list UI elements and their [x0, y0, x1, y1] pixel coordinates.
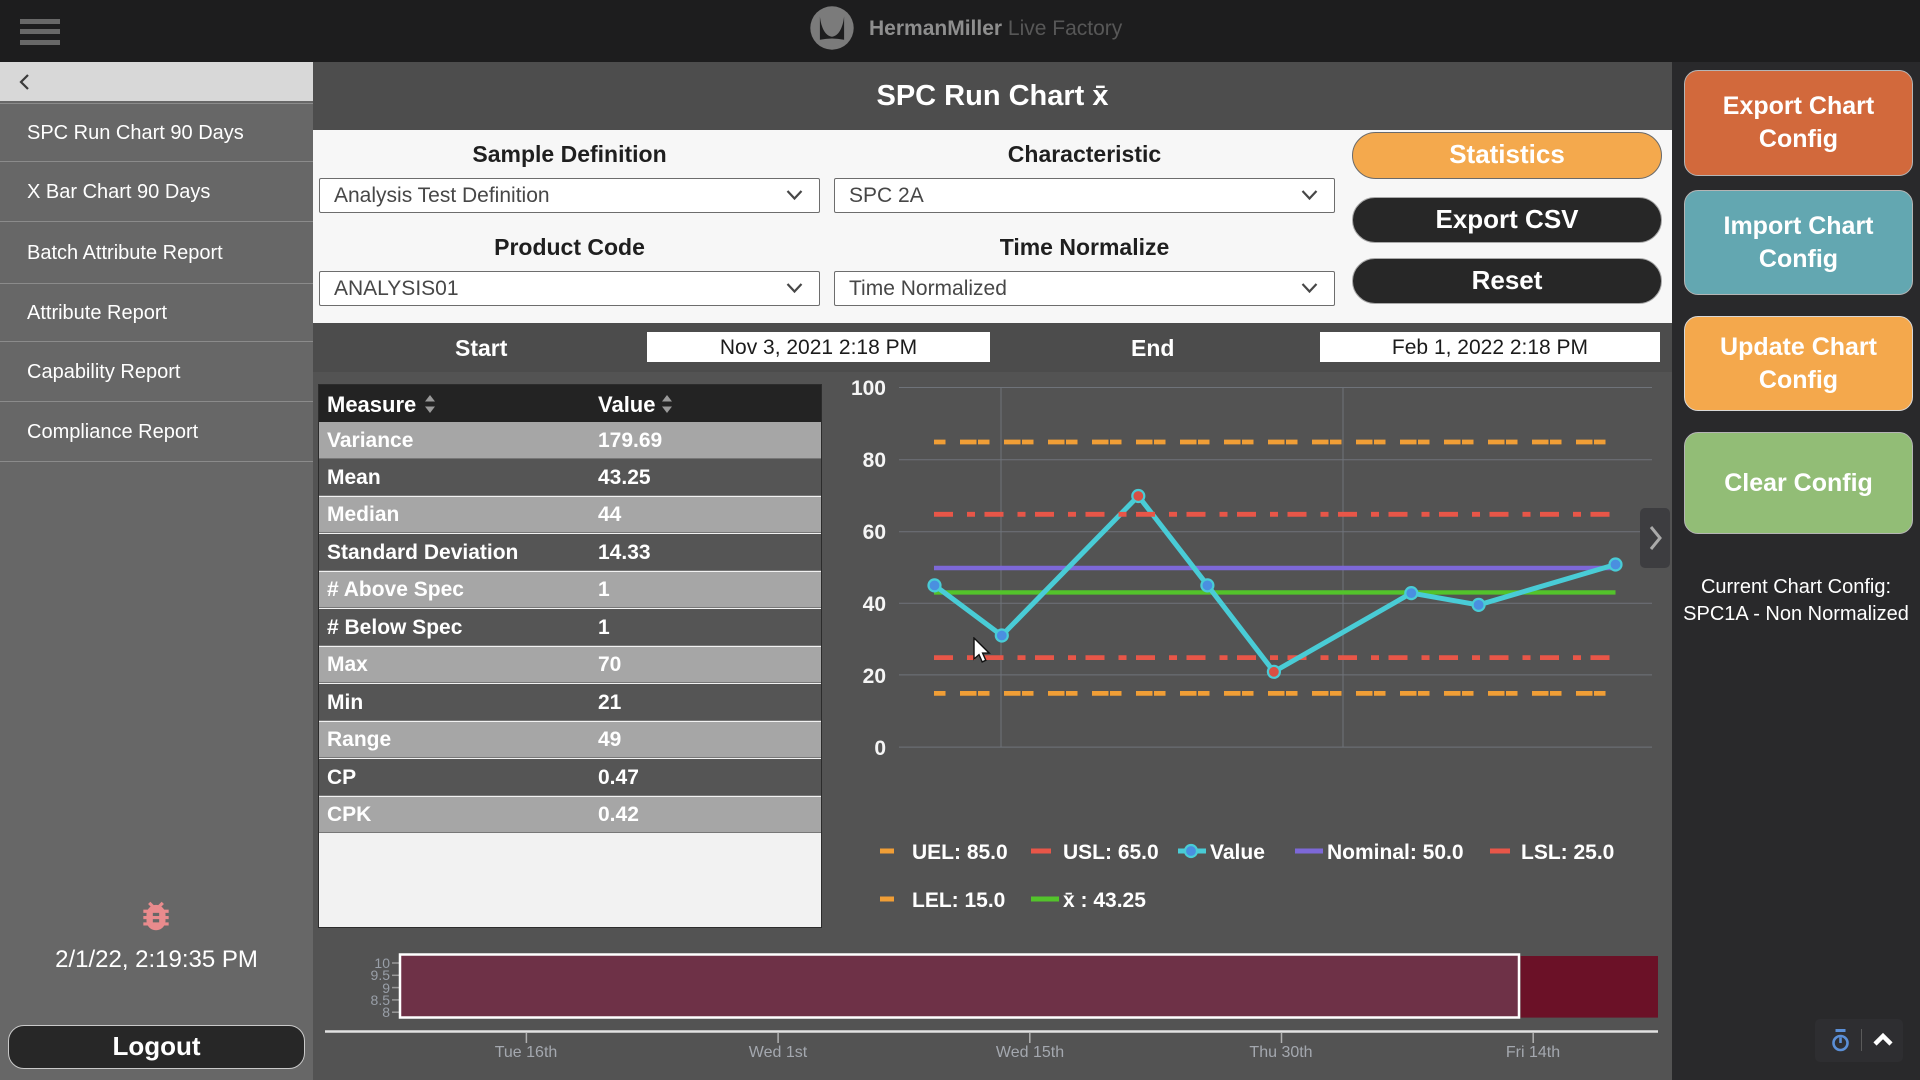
- svg-text:Value: Value: [1210, 841, 1265, 864]
- svg-text:UEL: 85.0: UEL: 85.0: [912, 841, 1008, 864]
- svg-text:8.5: 8.5: [371, 992, 391, 1008]
- svg-text:8: 8: [382, 1004, 390, 1020]
- svg-text:20: 20: [863, 665, 886, 688]
- svg-text:9: 9: [382, 980, 390, 996]
- svg-text:USL: 65.0: USL: 65.0: [1063, 841, 1159, 864]
- svg-text:x̄ : 43.25: x̄ : 43.25: [1063, 889, 1146, 912]
- svg-text:Wed 15th: Wed 15th: [996, 1044, 1064, 1061]
- svg-text:40: 40: [863, 593, 886, 616]
- svg-text:60: 60: [863, 521, 886, 544]
- svg-text:0: 0: [874, 737, 886, 760]
- svg-text:100: 100: [851, 377, 886, 400]
- svg-text:Nominal: 50.0: Nominal: 50.0: [1327, 841, 1464, 864]
- svg-text:Thu 30th: Thu 30th: [1249, 1044, 1312, 1061]
- svg-text:9.5: 9.5: [371, 967, 391, 983]
- svg-text:10: 10: [374, 955, 390, 971]
- svg-text:LSL: 25.0: LSL: 25.0: [1521, 841, 1614, 864]
- svg-text:Tue 16th: Tue 16th: [495, 1044, 558, 1061]
- svg-text:LEL: 15.0: LEL: 15.0: [912, 889, 1005, 912]
- svg-text:Fri 14th: Fri 14th: [1506, 1044, 1560, 1061]
- svg-text:80: 80: [863, 449, 886, 472]
- svg-text:Wed 1st: Wed 1st: [749, 1044, 808, 1061]
